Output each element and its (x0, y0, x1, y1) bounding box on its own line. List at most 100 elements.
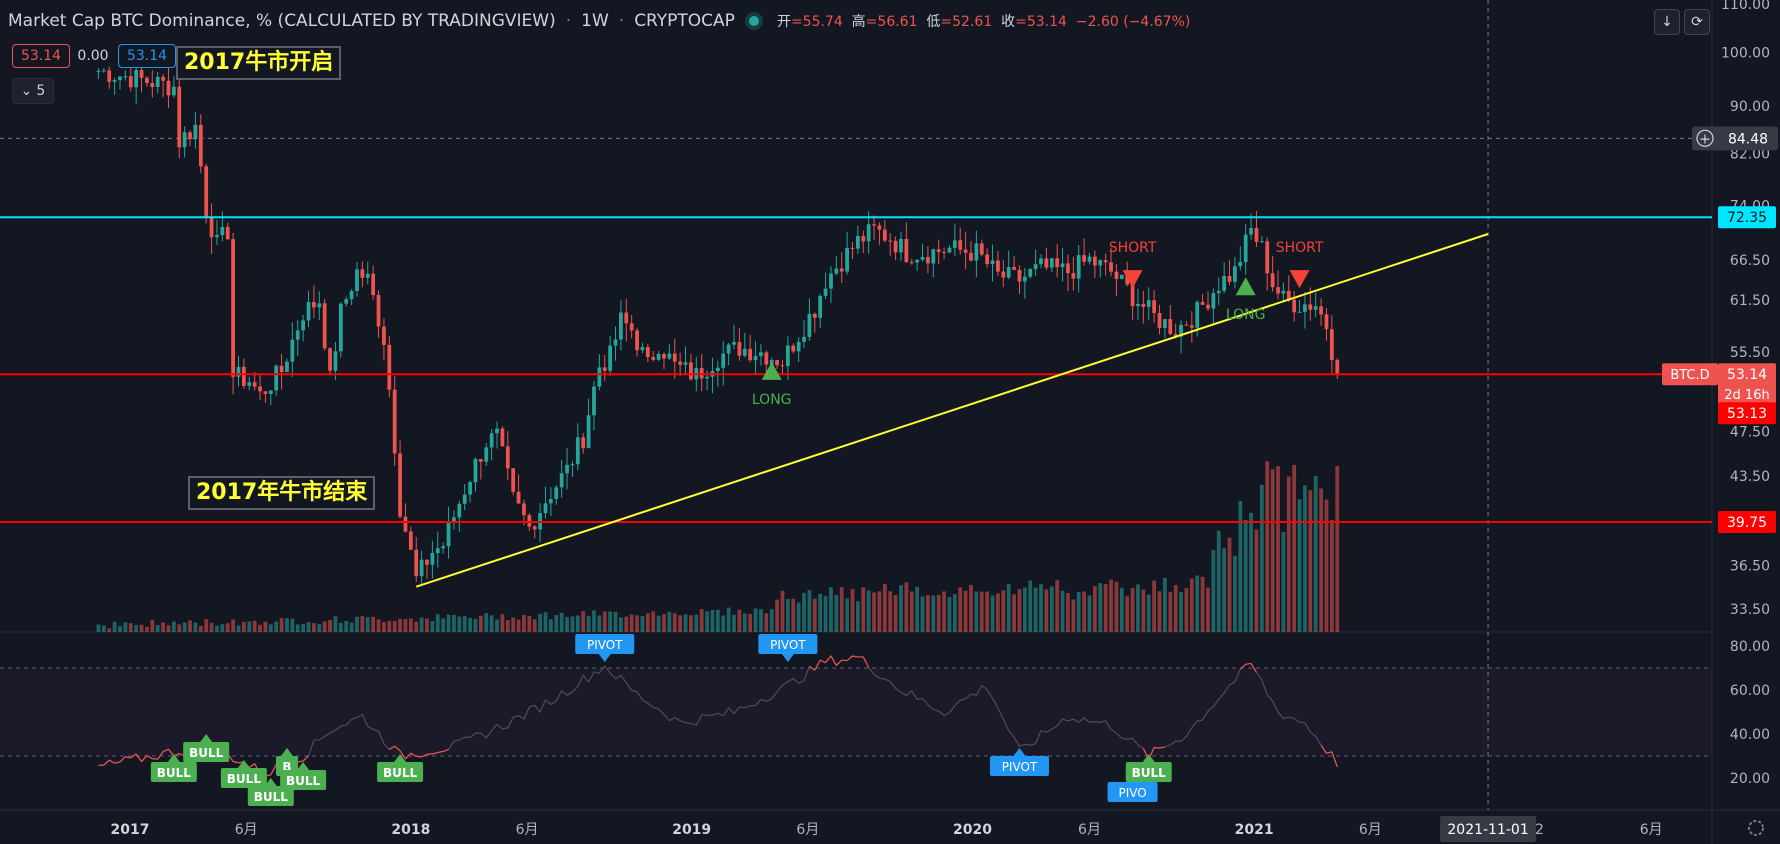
volume-bar (872, 592, 876, 632)
trendline[interactable] (415, 233, 1489, 588)
symbol-badge[interactable] (1662, 363, 1718, 386)
candle-body (1044, 258, 1049, 268)
oscillator-extreme-segment (168, 748, 175, 757)
candle-body (317, 303, 322, 308)
crosshair-time-badge[interactable] (1440, 816, 1537, 842)
download-icon[interactable]: ↓ (1654, 9, 1680, 35)
candle-body (1006, 267, 1011, 278)
volume-bar (785, 598, 790, 632)
candle-body (1066, 263, 1070, 274)
time-axis-label: 2017 (111, 822, 150, 838)
candle-body (672, 353, 677, 362)
candle-body (683, 362, 688, 365)
candle-body (204, 166, 209, 217)
volume-bar (1055, 580, 1060, 632)
candle-body (1249, 228, 1253, 235)
bull-marker-label: BULL (254, 790, 289, 804)
fullscreen-icon[interactable]: ⟳ (1684, 9, 1710, 35)
candle-body (1022, 276, 1027, 282)
bull-marker[interactable] (183, 742, 230, 762)
pivot-marker-arrow (1013, 748, 1026, 756)
candle-body (613, 339, 618, 346)
pivot-marker[interactable] (758, 634, 818, 654)
candle-body (667, 353, 672, 359)
gear-icon[interactable] (1748, 820, 1764, 836)
candle-body (1200, 302, 1205, 305)
volume-bar (274, 621, 279, 632)
candle-body (1039, 258, 1043, 265)
volume-bar (613, 611, 618, 632)
plus-icon[interactable] (1696, 129, 1714, 147)
oscillator-extreme-segment (248, 763, 255, 769)
last-price-badge[interactable] (1718, 363, 1776, 406)
volume-bar (1281, 532, 1286, 632)
candle-body (715, 367, 720, 372)
oscillator-extreme-segment (825, 655, 832, 664)
volume-bar (850, 589, 855, 632)
support-price-badge[interactable] (1718, 510, 1776, 533)
candle-body (893, 240, 898, 253)
resistance-price-badge-label: 72.35 (1727, 210, 1767, 226)
pivot-marker[interactable] (1107, 782, 1158, 802)
indicator-collapse-button[interactable]: ⌄ 5 (12, 78, 54, 104)
candle-body (425, 559, 429, 565)
volume-bar (667, 611, 672, 632)
candle-body (241, 366, 246, 386)
interval-label[interactable]: 1W (581, 11, 609, 31)
volume-bar (1335, 465, 1340, 632)
candle-body (155, 76, 160, 88)
bull-marker[interactable] (377, 762, 424, 782)
candle-body (134, 70, 139, 88)
pivot-marker[interactable] (575, 634, 635, 654)
volume-bar (662, 614, 666, 632)
volume-bar (845, 598, 850, 632)
time-axis-label: 6月 (1640, 822, 1663, 838)
volume-bar (96, 624, 101, 632)
candle-body (1076, 255, 1081, 279)
candle-body (629, 323, 634, 331)
resistance-price-badge[interactable] (1718, 206, 1776, 229)
bull-marker[interactable] (247, 786, 294, 806)
volume-bar (1157, 591, 1162, 632)
volume-bar (1114, 581, 1119, 632)
volume-bar (592, 610, 596, 632)
bull-marker[interactable] (1125, 762, 1172, 782)
candle-body (1243, 234, 1248, 263)
bull-marker[interactable] (150, 762, 197, 782)
volume-bar (581, 611, 586, 632)
candle-body (645, 346, 650, 358)
bull-marker-arrow (264, 778, 277, 786)
candle-body (1157, 313, 1162, 328)
volume-bar (1125, 596, 1130, 632)
prev-close-badge[interactable] (1718, 402, 1776, 425)
exchange-label[interactable]: CRYPTOCAP (634, 11, 735, 31)
volume-bar (473, 618, 478, 632)
volume-bar (1243, 519, 1248, 632)
annotation-bull-start[interactable]: 2017牛市开启 (176, 46, 342, 80)
candle-body (333, 351, 338, 371)
oscillator-extreme-segment (394, 745, 401, 752)
volume-bar (570, 616, 575, 632)
legend-value-left[interactable]: 53.14 (12, 44, 70, 68)
legend-value-right[interactable]: 53.14 (118, 44, 176, 68)
candle-body (1335, 360, 1340, 375)
annotation-bull-end[interactable]: 2017年牛市结束 (188, 476, 376, 510)
bull-marker-arrow (280, 748, 293, 756)
volume-bar (796, 602, 801, 632)
symbol-title[interactable]: Market Cap BTC Dominance, % (CALCULATED … (8, 11, 556, 31)
volume-bar (209, 622, 214, 632)
volume-bar (1222, 548, 1227, 632)
crosshair-price-badge[interactable] (1692, 126, 1778, 151)
candle-body (236, 366, 241, 377)
pivot-marker[interactable] (989, 756, 1049, 776)
candle-body (985, 254, 990, 264)
candle-body (408, 531, 413, 550)
bull-marker-arrow (237, 760, 250, 768)
candle-body (807, 313, 812, 337)
bull-marker[interactable] (220, 768, 267, 788)
volume-bar (241, 621, 246, 632)
bull-marker-label: BULL (286, 774, 321, 788)
bull-marker[interactable] (280, 770, 327, 790)
